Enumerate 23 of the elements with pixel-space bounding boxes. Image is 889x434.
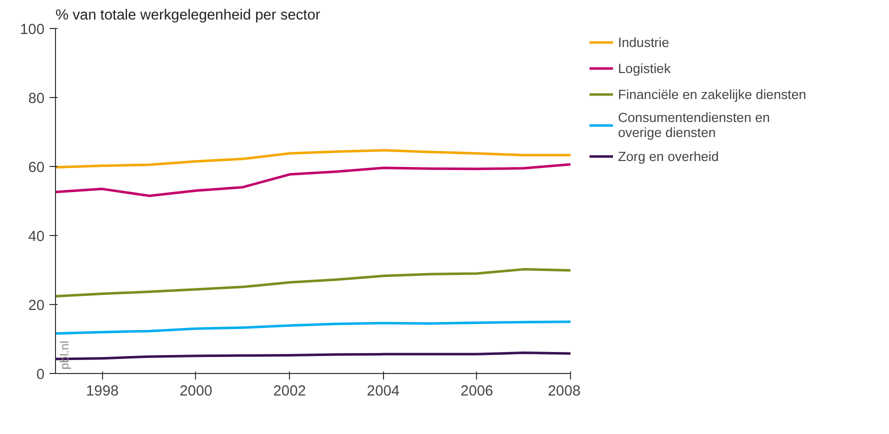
- x-tick-label: 2004: [366, 384, 400, 400]
- x-tick-label: 2008: [548, 384, 581, 400]
- x-tick-label: 2002: [273, 384, 306, 400]
- y-tick-label: 60: [28, 160, 45, 176]
- y-tick-label: 20: [28, 298, 45, 314]
- chart-title: % van totale werkgelegenheid per sector: [56, 8, 320, 24]
- annotation: pbl.nl: [58, 340, 72, 370]
- x-tick-label: 2006: [460, 384, 494, 400]
- line-series: [56, 149, 570, 168]
- legend-label: Financiële en zakelijke diensten: [618, 86, 806, 102]
- line-series: [56, 268, 570, 298]
- y-tick-label: 0: [36, 367, 45, 383]
- y-tick-label: 80: [28, 91, 45, 107]
- legend-label: Zorg en overheid: [618, 148, 719, 164]
- y-tick-label: 40: [28, 229, 45, 245]
- y-tick-label: 100: [20, 22, 45, 38]
- x-tick-label: 2000: [180, 384, 212, 400]
- legend-label: Logistiek: [618, 60, 671, 76]
- legend-label: Consumentendiensten en overige diensten: [618, 110, 770, 140]
- line-series: [56, 163, 570, 198]
- line-series: [56, 320, 570, 335]
- legend-label: Industrie: [618, 34, 670, 50]
- x-tick-label: 1998: [86, 384, 119, 400]
